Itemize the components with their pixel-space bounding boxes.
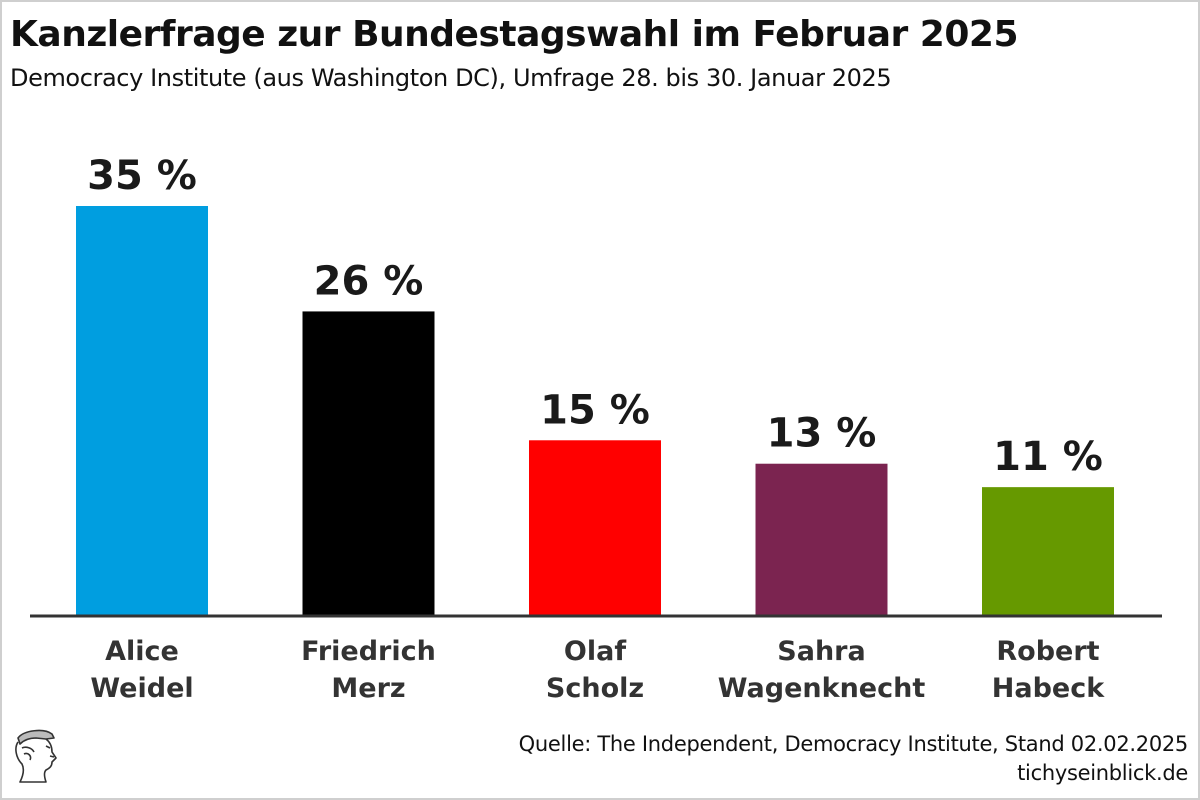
value-label: 15 %	[540, 387, 650, 433]
bar-friedrich-merz	[302, 311, 435, 616]
bar-alice-weidel	[76, 206, 208, 616]
category-label: Robert Habeck	[992, 636, 1105, 704]
site-credit: tichyseinblick.de	[1017, 761, 1188, 785]
chart-subtitle: Democracy Institute (aus Washington DC),…	[10, 64, 892, 92]
category-label-line: Weidel	[90, 673, 193, 704]
labels-group: 35 % Alice Weidel 26 % Friedrich Merz 15 % Olaf…	[87, 153, 1105, 704]
value-label: 35 %	[87, 153, 197, 199]
bars-group	[76, 206, 1114, 616]
source-note: Quelle: The Independent, Democracy Insti…	[518, 730, 1189, 788]
category-label-line: Wagenknecht	[718, 673, 926, 704]
category-label-line: Friedrich	[301, 636, 436, 667]
source-text: Quelle: The Independent, Democracy Insti…	[518, 732, 1189, 756]
category-label-line: Merz	[331, 673, 405, 704]
category-label: Alice Weidel	[90, 636, 193, 704]
category-label-line: Alice	[105, 636, 179, 667]
bar-sahra-wagenknecht	[755, 463, 888, 616]
category-label-line: Robert	[996, 636, 1099, 667]
category-label-line: Sahra	[777, 636, 865, 667]
bar-olaf-scholz	[529, 440, 661, 616]
value-label: 26 %	[314, 258, 424, 304]
value-label: 11 %	[993, 434, 1103, 480]
category-label-line: Habeck	[992, 673, 1105, 704]
category-label: Sahra Wagenknecht	[718, 636, 926, 704]
category-label: Olaf Scholz	[546, 636, 644, 704]
category-label: Friedrich Merz	[301, 636, 436, 704]
value-label: 13 %	[767, 411, 877, 457]
chart-title: Kanzlerfrage zur Bundestagswahl im Febru…	[10, 14, 1019, 55]
bar-robert-habeck	[982, 487, 1114, 616]
hermes-head-icon	[15, 729, 57, 783]
category-label-line: Scholz	[546, 673, 644, 704]
category-label-line: Olaf	[564, 636, 626, 667]
